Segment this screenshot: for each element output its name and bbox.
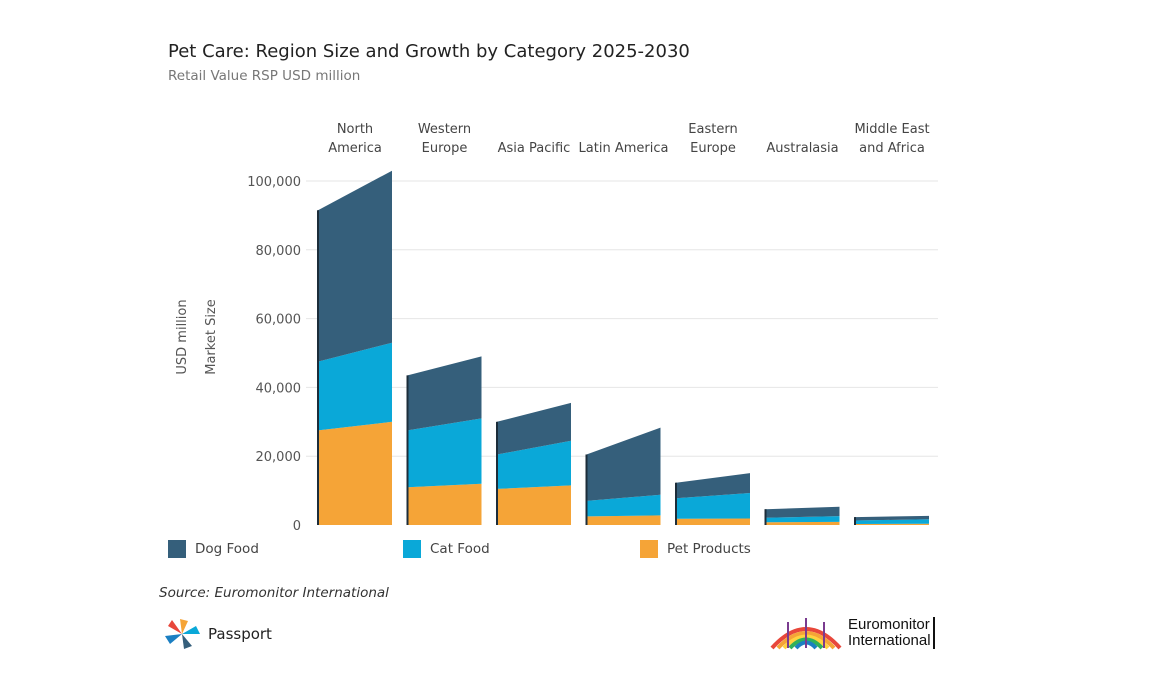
area-cat-food xyxy=(586,494,661,517)
area-cat-food xyxy=(497,440,571,489)
y-tick-label: 80,000 xyxy=(256,244,302,259)
chart-subtitle: Retail Value RSP USD million xyxy=(168,68,361,84)
area-cat-food xyxy=(676,493,750,519)
y-tick-label: 60,000 xyxy=(256,313,302,328)
legend-item-cat-food: Cat Food xyxy=(403,540,490,558)
legend-swatch-cat-food xyxy=(403,540,421,558)
category-label: Australasia xyxy=(766,141,838,156)
area-cat-food xyxy=(318,342,392,431)
area-cat-food xyxy=(765,516,840,523)
area-dog-food xyxy=(855,515,929,521)
area-cat-food xyxy=(855,519,929,524)
passport-icon xyxy=(165,619,200,649)
legend-label-dog-food: Dog Food xyxy=(195,541,259,557)
euromonitor-rainbow-icon xyxy=(770,618,842,650)
category-label: Western xyxy=(418,122,471,137)
y-axis-label: USD million xyxy=(175,299,190,374)
legend-item-pet-products: Pet Products xyxy=(640,540,751,558)
euromonitor-logo: Euromonitor International xyxy=(770,616,935,650)
category-label: Latin America xyxy=(579,141,669,156)
area-cat-food xyxy=(407,418,482,488)
euromonitor-line2: International xyxy=(848,632,931,649)
legend-swatch-dog-food xyxy=(168,540,186,558)
y-tick-label: 100,000 xyxy=(247,175,301,190)
area-pet-products xyxy=(407,483,482,525)
passport-label: Passport xyxy=(208,625,272,643)
area-dog-food xyxy=(765,506,840,518)
legend-label-cat-food: Cat Food xyxy=(430,541,490,557)
category-label: Europe xyxy=(422,141,468,156)
area-pet-products xyxy=(497,485,571,525)
source-note: Source: Euromonitor International xyxy=(159,585,389,601)
area-pet-products xyxy=(676,518,750,525)
area-dog-food xyxy=(318,170,392,362)
category-label: Asia Pacific xyxy=(498,141,571,156)
y-tick-label: 0 xyxy=(293,519,301,534)
y-tick-label: 40,000 xyxy=(256,381,302,396)
area-dog-food xyxy=(676,473,750,499)
legend-item-dog-food: Dog Food xyxy=(168,540,259,558)
euromonitor-line1: Euromonitor xyxy=(848,616,930,633)
y-axis-label-2: Market Size xyxy=(204,299,219,375)
category-label: America xyxy=(328,141,382,156)
category-label: and Africa xyxy=(859,141,925,156)
chart-title: Pet Care: Region Size and Growth by Cate… xyxy=(168,41,690,62)
category-label: Eastern xyxy=(688,122,737,137)
area-dog-food xyxy=(407,356,482,431)
area-pet-products xyxy=(765,521,840,525)
y-tick-label: 20,000 xyxy=(256,450,302,465)
legend-label-pet-products: Pet Products xyxy=(667,541,751,557)
category-label: Middle East xyxy=(854,122,929,137)
area-dog-food xyxy=(497,402,571,455)
passport-logo: Passport xyxy=(162,618,272,650)
category-label: Europe xyxy=(690,141,736,156)
category-label: North xyxy=(337,122,373,137)
euromonitor-wordmark: Euromonitor International xyxy=(848,617,935,649)
area-pet-products xyxy=(318,421,392,525)
legend-swatch-pet-products xyxy=(640,540,658,558)
area-pet-products xyxy=(855,523,929,525)
area-dog-food xyxy=(586,427,661,501)
area-pet-products xyxy=(586,515,661,525)
